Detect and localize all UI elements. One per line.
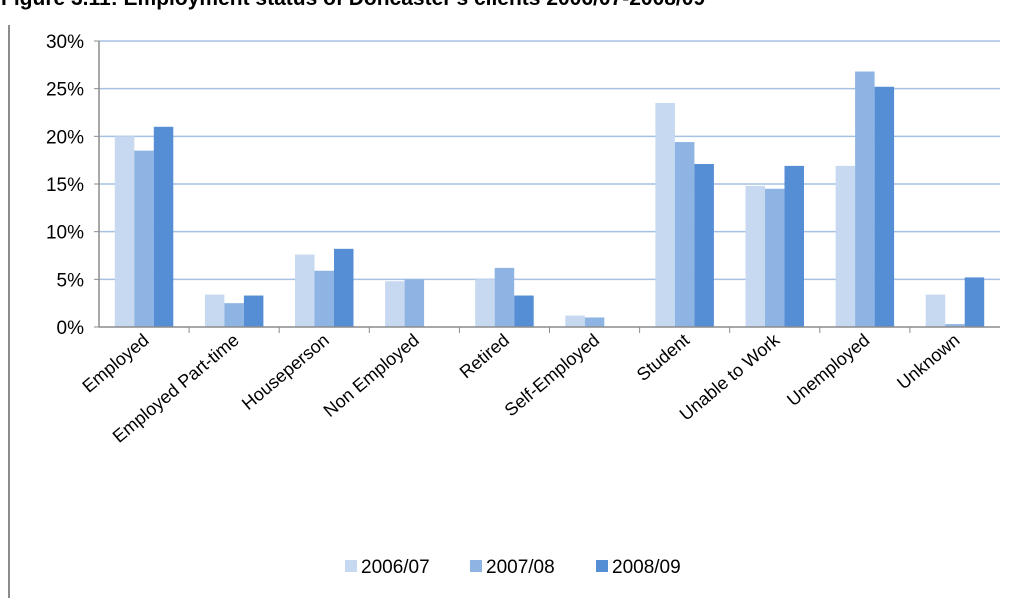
gridlines [99, 40, 1000, 281]
bar-2006-07 [204, 294, 225, 327]
bar-2007-08 [494, 267, 515, 327]
legend-swatch [470, 560, 482, 572]
bar-2006-07 [385, 281, 405, 327]
bar-2007-08 [584, 317, 605, 327]
legend-swatch [345, 560, 357, 572]
bar-2008-09 [964, 277, 985, 327]
y-tick-label: 5% [57, 270, 85, 291]
bar-2007-08 [765, 188, 785, 327]
legend-label: 2006/07 [361, 557, 430, 578]
bar-2007-08 [945, 324, 965, 327]
bar-2006-07 [295, 254, 315, 327]
bar-2007-08 [134, 150, 154, 327]
legend-label: 2007/08 [486, 557, 555, 578]
y-tick-label: 15% [46, 175, 84, 196]
bar-2006-07 [835, 165, 856, 327]
bar-2008-09 [784, 165, 804, 327]
bar-2006-07 [565, 315, 585, 327]
y-tick-label: 30% [46, 32, 84, 53]
bar-2006-07 [745, 185, 765, 327]
bar-2007-08 [224, 303, 244, 327]
bar-2008-09 [874, 86, 895, 327]
bar-2006-07 [925, 294, 946, 327]
bar-2007-08 [855, 71, 875, 327]
bar-2008-09 [243, 295, 264, 327]
bar-2006-07 [655, 102, 675, 327]
bar-2007-08 [404, 279, 425, 327]
bar-2006-07 [114, 136, 135, 327]
bar-2008-09 [694, 163, 714, 327]
y-tick-label: 0% [57, 318, 85, 339]
bar-2008-09 [334, 248, 354, 327]
bar-2008-09 [514, 295, 534, 327]
y-tick-label: 25% [46, 80, 84, 101]
bar-2006-07 [475, 279, 495, 327]
bar-2007-08 [674, 142, 695, 327]
y-axis: 0% 5% 10% 15% 20% 25% 30% [46, 32, 100, 339]
legend: 2006/07 2007/08 2008/09 [345, 557, 681, 578]
y-tick-label: 10% [46, 223, 84, 244]
bars [114, 71, 985, 327]
figure-caption: Figure 3.11: Employment status of Doncas… [1, 0, 705, 10]
legend-swatch [596, 560, 608, 572]
legend-label: 2008/09 [612, 557, 681, 578]
y-tick-label: 20% [46, 127, 84, 148]
bar-2007-08 [314, 270, 334, 327]
bar-2008-09 [153, 126, 174, 327]
